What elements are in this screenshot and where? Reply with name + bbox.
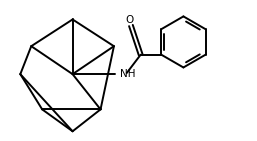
Text: O: O [126,15,134,25]
Text: NH: NH [120,69,135,79]
